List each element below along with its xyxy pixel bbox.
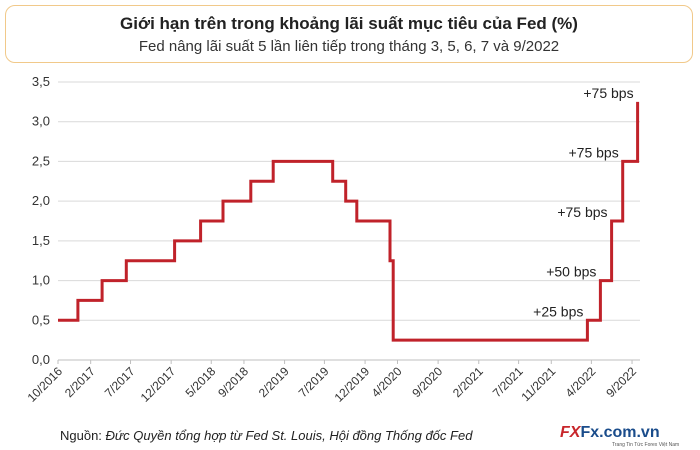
hike-annotation: +75 bps bbox=[583, 85, 633, 101]
y-tick-label: 1,5 bbox=[32, 233, 50, 248]
source-note: Nguồn: Đức Quyền tổng hợp từ Fed St. Lou… bbox=[60, 428, 472, 443]
x-tick-label: 5/2018 bbox=[183, 364, 219, 400]
y-tick-label: 2,5 bbox=[32, 153, 50, 168]
hike-annotation: +75 bps bbox=[557, 204, 607, 220]
source-label: Nguồn: bbox=[60, 428, 106, 443]
hike-annotation: +75 bps bbox=[569, 144, 619, 160]
source-text: Đức Quyền tổng hợp từ Fed St. Louis, Hội… bbox=[105, 428, 473, 443]
x-tick-label: 2/2021 bbox=[450, 364, 486, 400]
chart-title: Giới hạn trên trong khoảng lãi suất mục … bbox=[120, 14, 578, 33]
x-tick-label: 7/2017 bbox=[102, 364, 138, 400]
y-tick-label: 3,5 bbox=[32, 74, 50, 89]
x-tick-label: 12/2017 bbox=[138, 364, 179, 405]
logo-fx: FX bbox=[560, 424, 581, 441]
hike-annotation: +25 bps bbox=[533, 303, 583, 319]
x-tick-label: 4/2020 bbox=[369, 364, 405, 400]
x-tick-label: 2/2019 bbox=[256, 364, 292, 400]
x-tick-label: 9/2020 bbox=[409, 364, 445, 400]
y-tick-label: 0,0 bbox=[32, 352, 50, 367]
fxcom-logo: FXFx.com.vn Trang Tin Tức Forex Việt Nam bbox=[560, 424, 679, 448]
x-tick-label: 12/2019 bbox=[332, 364, 373, 405]
x-tick-label: 7/2019 bbox=[296, 364, 332, 400]
rate-series-line bbox=[58, 101, 640, 342]
chart-subtitle: Fed nâng lãi suất 5 lần liên tiếp trong … bbox=[138, 38, 560, 55]
x-tick-label: 2/2017 bbox=[62, 364, 98, 400]
title-box: Giới hạn trên trong khoảng lãi suất mục … bbox=[5, 5, 693, 63]
logo-tagline: Trang Tin Tức Forex Việt Nam bbox=[612, 442, 680, 448]
x-tick-label: 10/2016 bbox=[25, 364, 66, 405]
y-tick-label: 3,0 bbox=[32, 114, 50, 129]
x-tick-label: 9/2022 bbox=[603, 364, 639, 400]
y-tick-label: 1,0 bbox=[32, 273, 50, 288]
x-tick-label: 4/2022 bbox=[563, 364, 599, 400]
hike-annotation: +50 bps bbox=[546, 264, 596, 280]
logo-domain: Fx.com.vn bbox=[580, 424, 660, 441]
x-tick-label: 11/2021 bbox=[518, 364, 558, 404]
x-tick-label: 9/2018 bbox=[215, 364, 251, 400]
y-tick-label: 0,5 bbox=[32, 312, 50, 327]
y-tick-label: 2,0 bbox=[32, 193, 50, 208]
